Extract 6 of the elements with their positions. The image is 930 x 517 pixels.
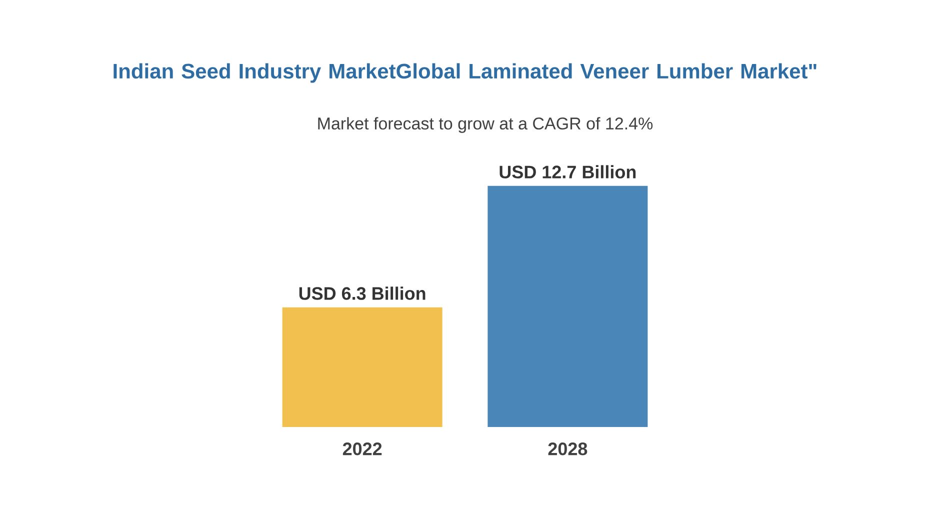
chart-subtitle: Market forecast to grow at a CAGR of 12.4% [318,117,653,133]
data-label: USD 12.7 Billion [500,165,636,178]
chart-title: Indian Seed Industry MarketGlobal Laminated Veneer Lumber Market" [114,63,816,83]
x-tick-label: 2022 [342,442,382,456]
data-label: USD 6.3 Billion [299,286,426,300]
x-tick-label: 2028 [548,442,588,456]
